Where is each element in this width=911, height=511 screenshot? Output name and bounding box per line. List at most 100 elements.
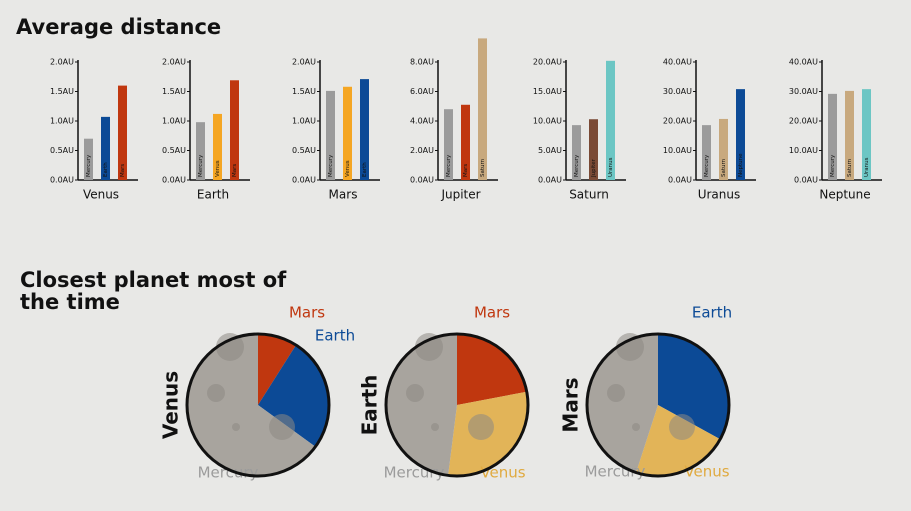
- y-tick-label: 2.0AU: [410, 146, 434, 155]
- x-label: Saturn: [569, 188, 609, 202]
- y-tick-label: 20.0AU: [663, 117, 692, 126]
- bar-label: Neptune: [738, 153, 744, 177]
- y-tick-label: 5.0AU: [538, 146, 562, 155]
- crater: [269, 414, 295, 440]
- x-label: Uranus: [698, 188, 741, 202]
- crater: [632, 423, 640, 431]
- bar: [118, 85, 127, 180]
- bar: [101, 116, 110, 180]
- bar-label: Mars: [463, 164, 469, 177]
- crater: [616, 333, 644, 361]
- crater: [607, 384, 625, 402]
- y-tick-label: 0.5AU: [292, 146, 316, 155]
- y-tick-label: 2.0AU: [292, 58, 316, 67]
- bar: [828, 93, 837, 180]
- pie-title: Venus: [159, 371, 183, 439]
- pie-slice: [586, 334, 658, 473]
- pie-slice: [636, 405, 721, 476]
- bar: [845, 90, 854, 180]
- x-label: Jupiter: [440, 188, 480, 202]
- bar: [461, 104, 470, 180]
- bar: [196, 122, 205, 180]
- y-tick-label: 4.0AU: [410, 117, 434, 126]
- y-tick-label: 0.0AU: [162, 176, 186, 185]
- y-tick-label: 30.0AU: [663, 87, 692, 96]
- bar: [230, 80, 239, 180]
- y-tick-label: 2.0AU: [50, 58, 74, 67]
- pie-slice: [385, 334, 457, 476]
- bar-label: Uranus: [864, 157, 870, 177]
- bar: [719, 118, 728, 180]
- bar-label: Mercury: [830, 154, 836, 177]
- crater: [669, 414, 695, 440]
- bar: [343, 86, 352, 180]
- bar-label: Earth: [103, 162, 109, 177]
- y-tick-label: 6.0AU: [410, 87, 434, 96]
- y-tick-label: 30.0AU: [789, 87, 818, 96]
- bar-label: Earth: [362, 162, 368, 177]
- bar-label: Mercury: [446, 154, 452, 177]
- y-tick-label: 1.0AU: [162, 117, 186, 126]
- y-tick-label: 0.5AU: [162, 146, 186, 155]
- section-title: Closest planet most of the time: [20, 268, 287, 314]
- y-tick-label: 8.0AU: [410, 58, 434, 67]
- crater: [216, 333, 244, 361]
- y-tick-label: 20.0AU: [789, 117, 818, 126]
- y-tick-label: 40.0AU: [663, 58, 692, 67]
- pie-label: Mercury: [198, 464, 259, 482]
- bar-label: Mercury: [704, 154, 710, 177]
- bar-label: Mercury: [198, 154, 204, 177]
- bar: [213, 113, 222, 180]
- y-tick-label: 1.0AU: [50, 117, 74, 126]
- section-title: Average distance: [16, 15, 221, 39]
- x-label: Mars: [329, 188, 358, 202]
- bar: [572, 125, 581, 180]
- bar-label: Mars: [120, 164, 126, 177]
- bar: [589, 119, 598, 180]
- bar-label: Mars: [232, 164, 238, 177]
- y-tick-label: 10.0AU: [789, 146, 818, 155]
- y-tick-label: 10.0AU: [663, 146, 692, 155]
- y-tick-label: 0.0AU: [292, 176, 316, 185]
- bar: [702, 125, 711, 180]
- bar: [606, 60, 615, 180]
- bar: [84, 138, 93, 180]
- y-tick-label: 0.0AU: [538, 176, 562, 185]
- y-tick-label: 1.5AU: [50, 87, 74, 96]
- planet-outline: [384, 332, 530, 478]
- y-tick-label: 0.5AU: [50, 146, 74, 155]
- bar-label: Venus: [215, 160, 221, 177]
- bar-label: Jupiter: [591, 158, 597, 178]
- y-tick-label: 2.0AU: [162, 58, 186, 67]
- bar: [478, 38, 487, 181]
- planet-outline: [185, 332, 331, 478]
- pie-label: Venus: [480, 464, 525, 482]
- crater: [431, 423, 439, 431]
- y-tick-label: 10.0AU: [533, 117, 562, 126]
- crater: [406, 384, 424, 402]
- y-tick-label: 0.0AU: [50, 176, 74, 185]
- bar: [444, 109, 453, 180]
- pie-slice: [457, 334, 527, 405]
- planet-outline: [585, 332, 731, 478]
- bar-label: Uranus: [608, 157, 614, 177]
- pie-label: Earth: [315, 327, 355, 345]
- x-label: Neptune: [819, 188, 870, 202]
- pie-title: Earth: [358, 375, 382, 436]
- pie-label: Mercury: [585, 463, 646, 481]
- bar-label: Mercury: [574, 154, 580, 177]
- pie-slice: [258, 334, 297, 405]
- pie-label: Venus: [684, 463, 729, 481]
- bar: [736, 89, 745, 180]
- bar: [326, 90, 335, 180]
- y-tick-label: 0.0AU: [794, 176, 818, 185]
- y-tick-label: 1.5AU: [292, 87, 316, 96]
- bar-label: Mercury: [86, 154, 92, 177]
- pie-title: Mars: [559, 377, 583, 432]
- pie-slice: [187, 333, 316, 476]
- crater: [415, 333, 443, 361]
- x-label: Venus: [83, 188, 119, 202]
- bar-label: Saturn: [721, 158, 727, 177]
- bar-label: Venus: [345, 160, 351, 177]
